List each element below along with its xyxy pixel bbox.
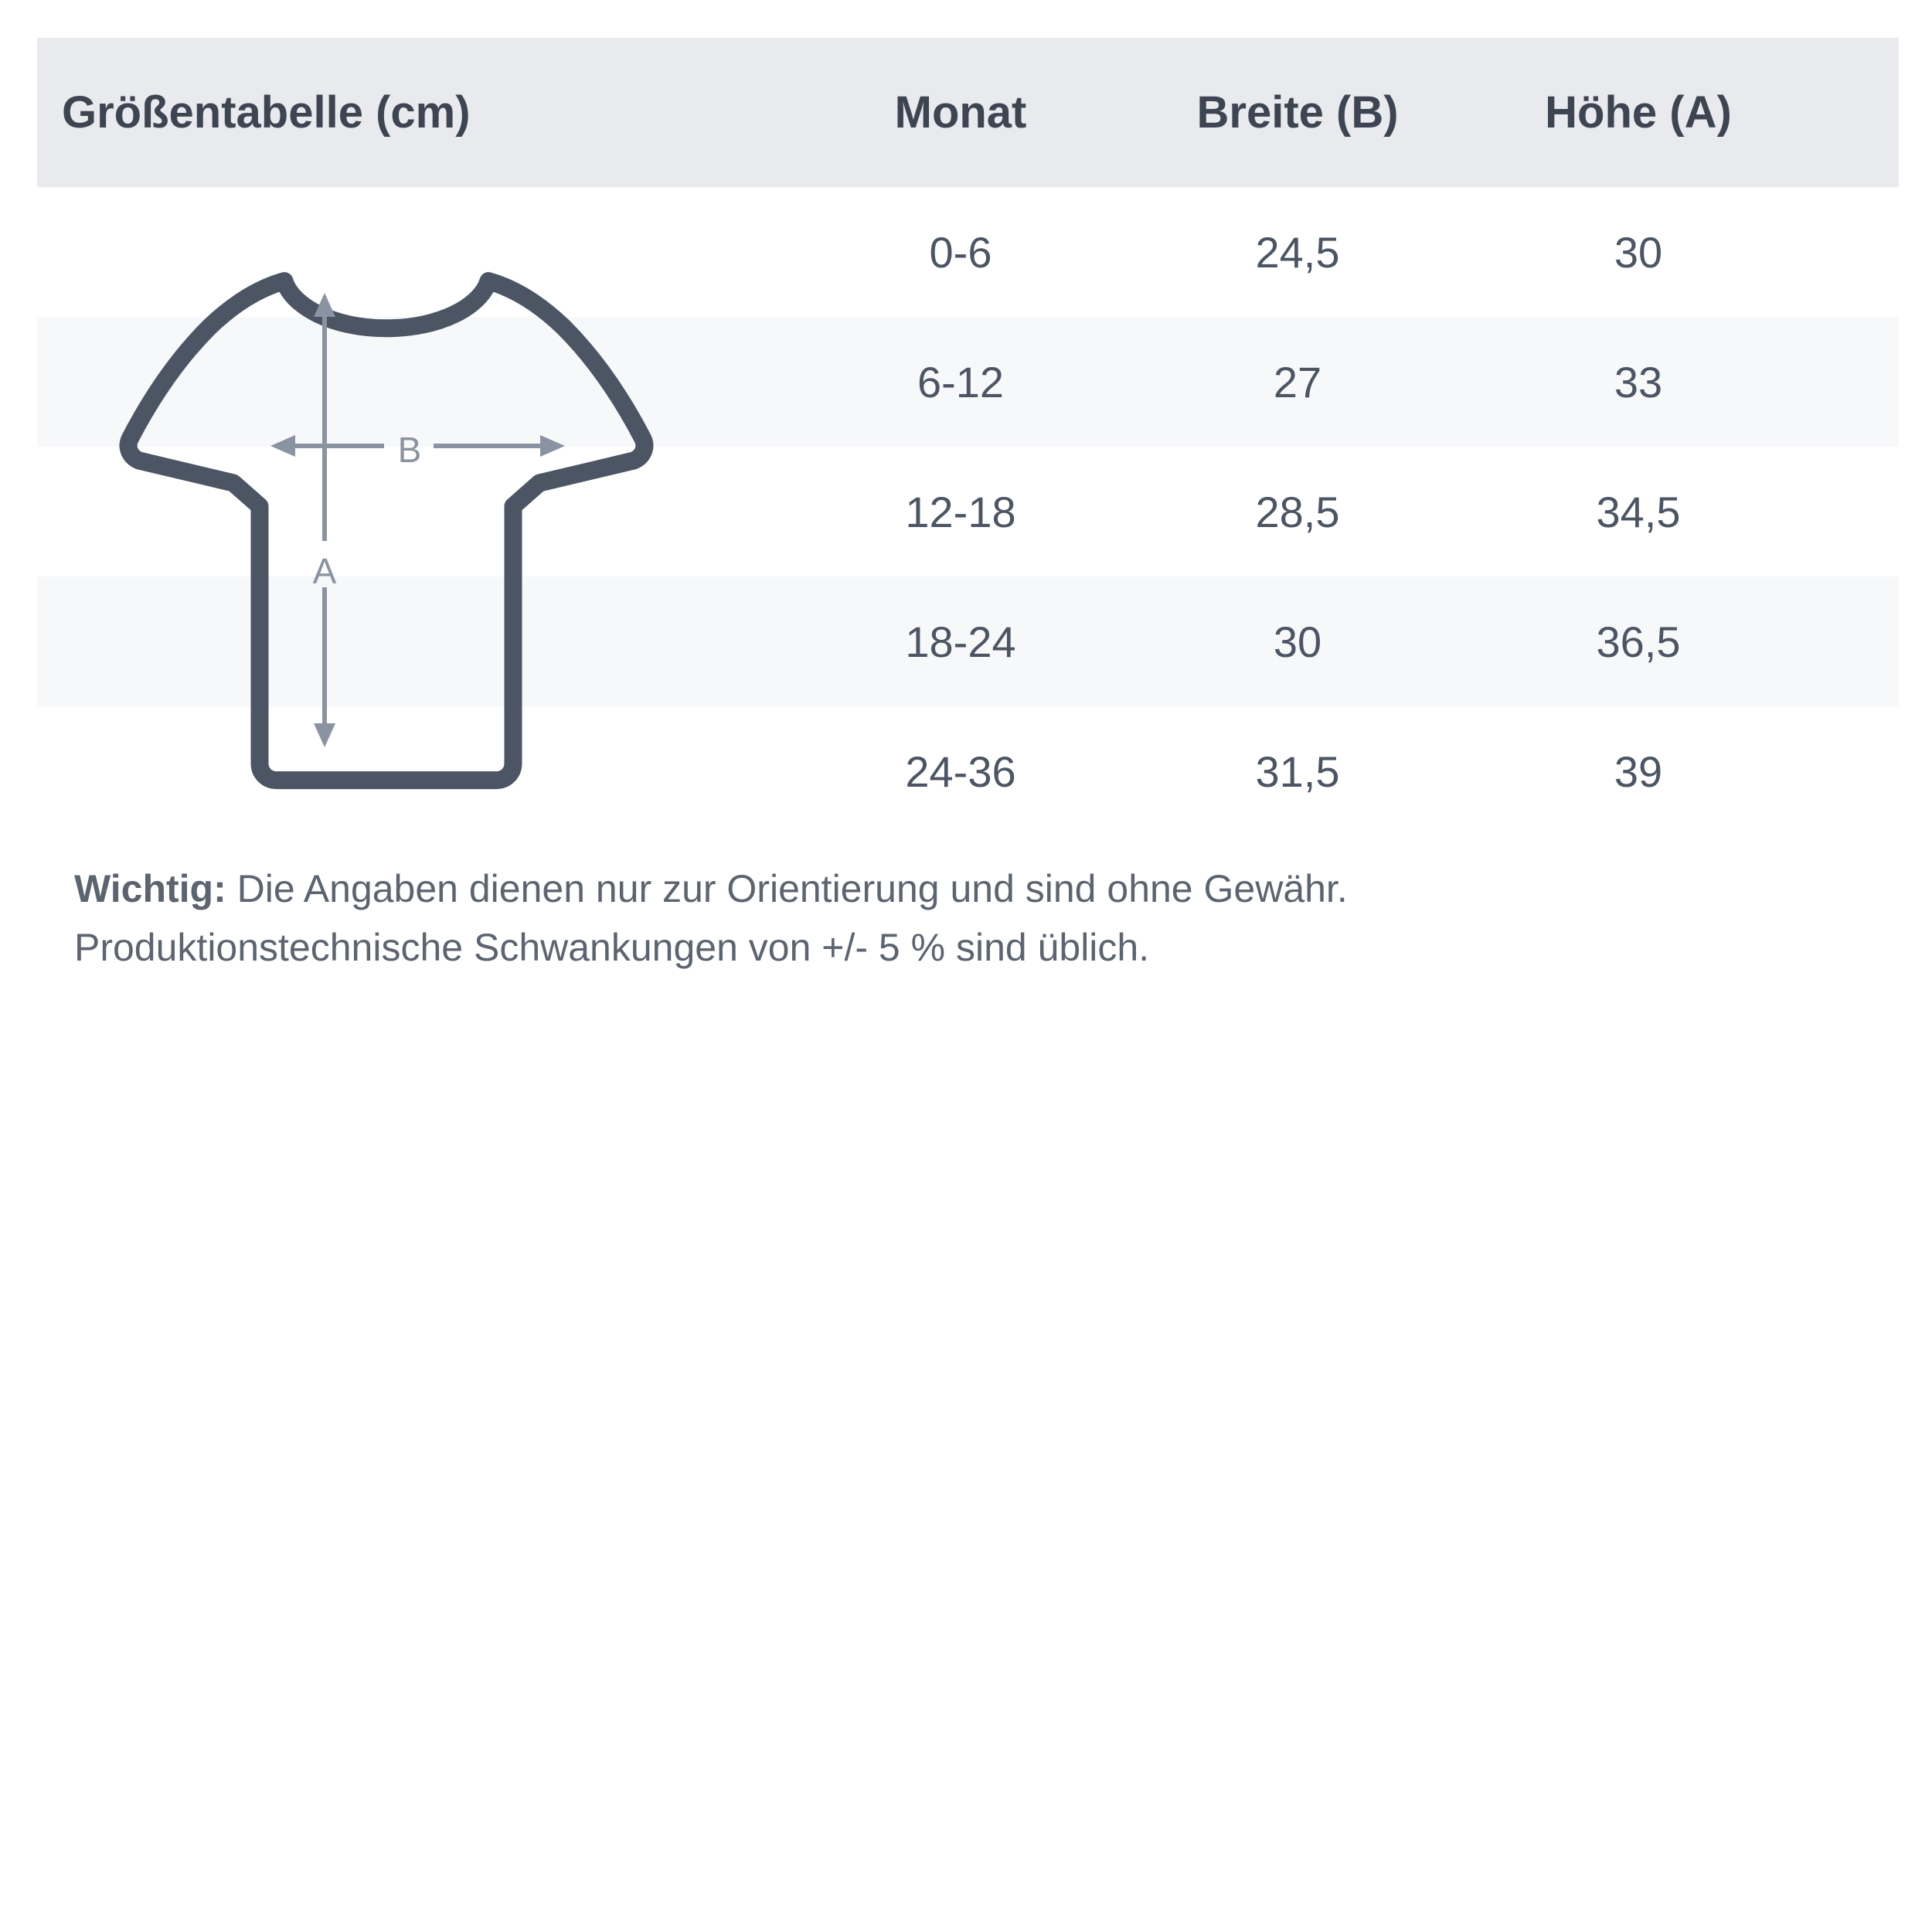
svg-text:B: B: [398, 430, 422, 470]
svg-text:A: A: [313, 551, 337, 591]
